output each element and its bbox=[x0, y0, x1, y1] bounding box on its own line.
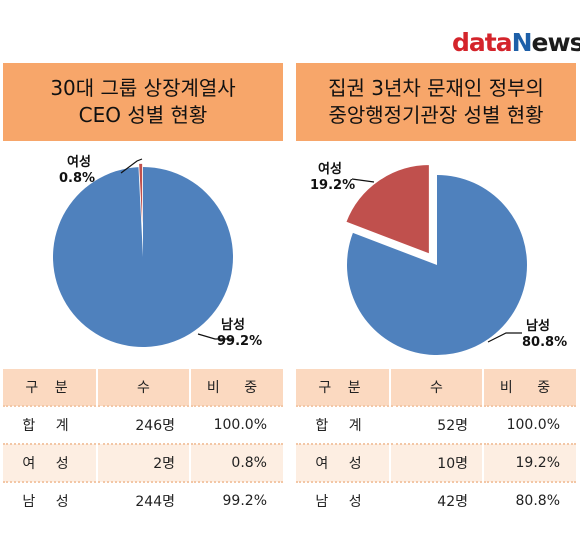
row-share: 80.8% bbox=[483, 481, 576, 519]
male-slice-label: 남성 bbox=[221, 317, 245, 333]
male-slice-label: 남성 bbox=[526, 318, 550, 334]
table-row: 남 성 42명 80.8% bbox=[296, 481, 576, 519]
chart-title-line2: 중앙행정기관장 성별 현황 bbox=[328, 103, 544, 127]
female-leader-line bbox=[351, 178, 375, 183]
row-category: 남 성 bbox=[296, 481, 391, 519]
female-slice bbox=[137, 162, 144, 254]
chart-title-box: 집권 3년차 문재인 정부의 중앙행정기관장 성별 현황 bbox=[296, 63, 576, 141]
table-row: 여 성 2명 0.8% bbox=[3, 443, 283, 482]
female-slice bbox=[344, 163, 431, 256]
header-category: 구 분 bbox=[296, 369, 391, 406]
ceo-gender-panel: 30대 그룹 상장계열사 CEO 성별 현황 여성 0.8% 남성 99.2% 구 분… bbox=[3, 63, 283, 536]
male-slice bbox=[347, 175, 527, 355]
row-share: 100.0% bbox=[483, 405, 576, 444]
chart-title-box: 30대 그룹 상장계열사 CEO 성별 현황 bbox=[3, 63, 283, 141]
table-row: 여 성 10명 19.2% bbox=[296, 443, 576, 482]
header-share: 비 중 bbox=[483, 369, 576, 406]
chart-title-line1: 30대 그룹 상장계열사 bbox=[50, 76, 236, 100]
row-share: 19.2% bbox=[483, 443, 576, 482]
row-count: 10명 bbox=[390, 443, 484, 482]
table-header-row: 구 분 수 비 중 bbox=[296, 369, 576, 406]
chart-title-line1: 집권 3년차 문재인 정부의 bbox=[328, 76, 544, 100]
row-share: 100.0% bbox=[190, 405, 283, 444]
row-count: 2명 bbox=[97, 443, 191, 482]
row-count: 244명 bbox=[97, 481, 191, 519]
minister-gender-panel: 집권 3년차 문재인 정부의 중앙행정기관장 성별 현황 여성 19.2% 남성 80… bbox=[296, 63, 576, 536]
row-share: 0.8% bbox=[190, 443, 283, 482]
male-slice-value: 80.8% bbox=[522, 335, 567, 350]
row-category: 여 성 bbox=[3, 443, 98, 482]
header-count: 수 bbox=[390, 369, 484, 406]
minister-gender-table: 구 분 수 비 중 합 계 52명 100.0% 여 성 10명 19.2% 남… bbox=[296, 369, 576, 519]
header-count: 수 bbox=[97, 369, 191, 406]
female-slice-label: 여성 bbox=[318, 161, 342, 177]
row-category: 여 성 bbox=[296, 443, 391, 482]
female-slice-value: 19.2% bbox=[310, 178, 355, 193]
table-row: 합 계 52명 100.0% bbox=[296, 405, 576, 444]
female-slice-label: 여성 bbox=[67, 154, 91, 170]
row-category: 합 계 bbox=[3, 405, 98, 444]
header-share: 비 중 bbox=[190, 369, 283, 406]
row-category: 합 계 bbox=[296, 405, 391, 444]
table-row: 남 성 244명 99.2% bbox=[3, 481, 283, 519]
row-count: 52명 bbox=[390, 405, 484, 444]
row-category: 남 성 bbox=[3, 481, 98, 519]
male-leader-line bbox=[487, 332, 522, 343]
table-row: 합 계 246명 100.0% bbox=[3, 405, 283, 444]
male-leader-line bbox=[197, 333, 233, 340]
ceo-gender-table: 구 분 수 비 중 합 계 246명 100.0% 여 성 2명 0.8% 남 … bbox=[3, 369, 283, 519]
female-leader-line bbox=[120, 158, 143, 174]
row-count: 246명 bbox=[97, 405, 191, 444]
row-share: 99.2% bbox=[190, 481, 283, 519]
table-header-row: 구 분 수 비 중 bbox=[3, 369, 283, 406]
male-slice-value: 99.2% bbox=[217, 334, 262, 349]
datanews-logo: dataNews bbox=[452, 28, 580, 57]
chart-title-line2: CEO 성별 현황 bbox=[78, 103, 208, 127]
male-slice bbox=[53, 167, 233, 347]
row-count: 42명 bbox=[390, 481, 484, 519]
header-category: 구 분 bbox=[3, 369, 98, 406]
female-slice-value: 0.8% bbox=[59, 171, 95, 186]
